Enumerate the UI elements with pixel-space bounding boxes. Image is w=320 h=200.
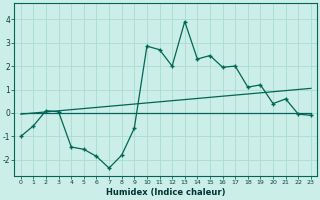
X-axis label: Humidex (Indice chaleur): Humidex (Indice chaleur): [106, 188, 226, 197]
